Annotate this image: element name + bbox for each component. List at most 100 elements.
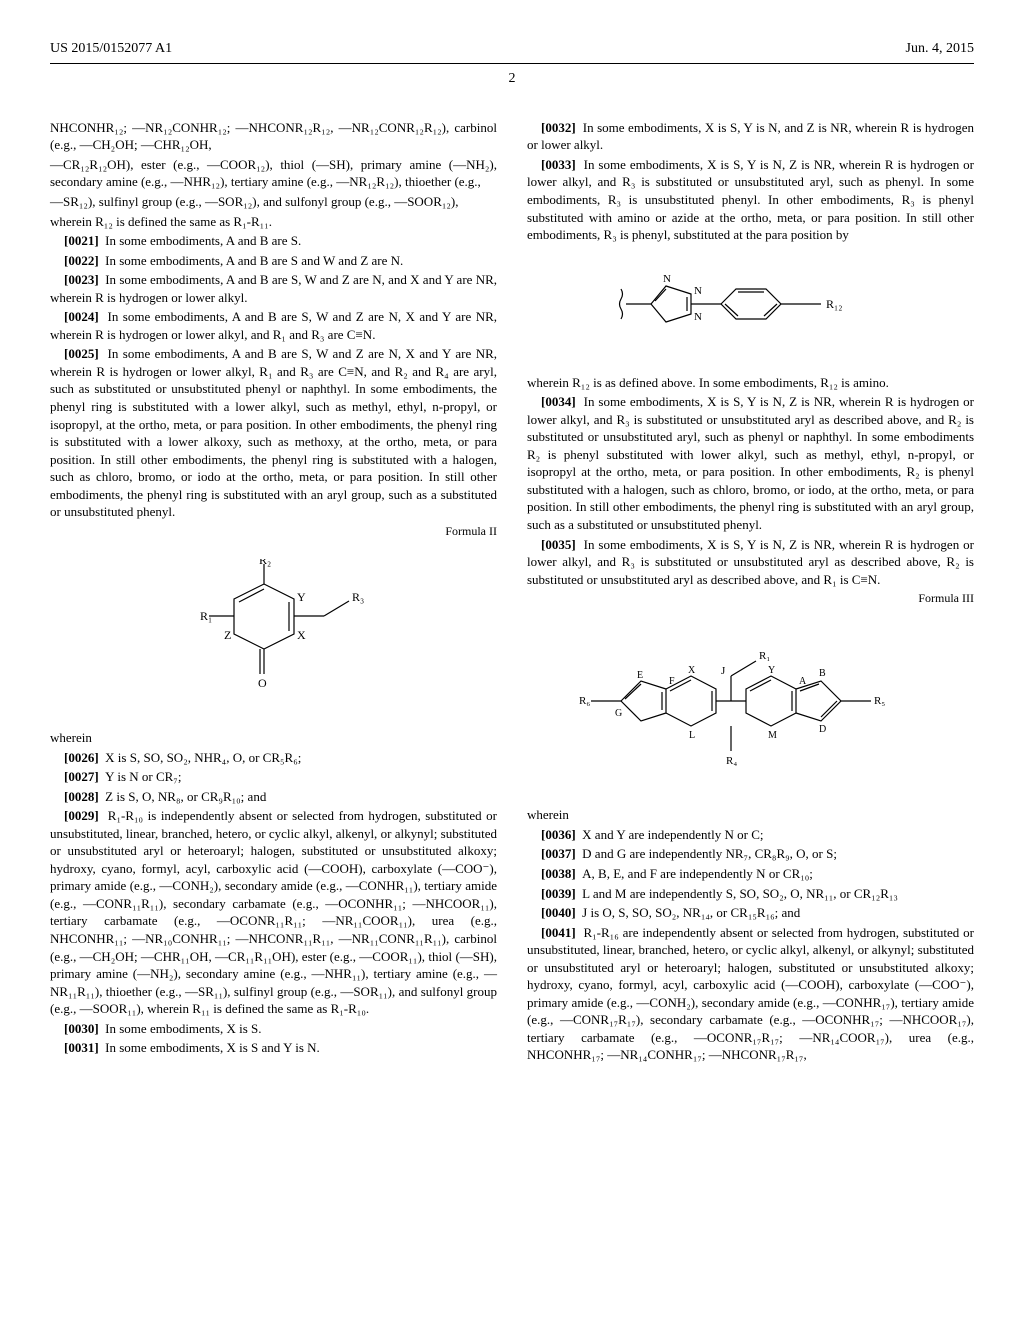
label-g: G [615,708,622,719]
paragraph-0041: [0041] R₁-R₁₆ are independently absent o… [527,924,974,1064]
triazole-svg: N N N R₁₂ [601,264,901,354]
para-text: In some embodiments, X is S, Y is N, Z i… [527,157,974,242]
paragraph-0026: [0026] X is S, SO, SO₂, NHR₄, O, or CR₅R… [50,749,497,767]
body-text: wherein R₁₂ is defined the same as R₁-R₁… [50,213,497,231]
formula-3-label: Formula III [527,590,974,606]
label-n3: N [694,311,702,323]
formula-2-svg: R₁ R₂ R₃ X Y Z O [164,559,384,709]
label-r12: R₁₂ [826,297,842,311]
paragraph-0025: [0025] In some embodiments, A and B are … [50,345,497,520]
para-text: In some embodiments, A and B are S. [105,233,301,248]
para-number: [0039] [541,886,576,901]
para-number: [0021] [64,233,99,248]
para-number: [0030] [64,1021,99,1036]
para-text: X and Y are independently N or C; [582,827,763,842]
para-number: [0028] [64,789,99,804]
para-number: [0037] [541,846,576,861]
label-x: X [688,665,696,676]
paragraph-0028: [0028] Z is S, O, NR₈, or CR₉R₁₀; and [50,788,497,806]
label-n2: N [694,285,702,297]
para-text: In some embodiments, X is S and Y is N. [105,1040,320,1055]
page-header: US 2015/0152077 A1 Jun. 4, 2015 [50,40,974,64]
para-number: [0035] [541,537,576,552]
label-y: Y [768,665,775,676]
para-text: In some embodiments, A and B are S, W an… [50,346,497,519]
formula-2-label: Formula II [50,523,497,539]
paragraph-0037: [0037] D and G are independently NR₇, CR… [527,845,974,863]
paragraph-0031: [0031] In some embodiments, X is S and Y… [50,1039,497,1057]
para-number: [0027] [64,769,99,784]
para-number: [0032] [541,120,576,135]
para-text: Z is S, O, NR₈, or CR₉R₁₀; and [105,789,266,804]
para-text: R₁-R₁₆ are independently absent or selec… [527,925,974,1063]
para-number: [0024] [64,309,99,324]
label-r2: R₂ [259,559,271,567]
label-a: A [799,676,807,687]
label-z: Z [224,628,231,642]
paragraph-0032: [0032] In some embodiments, X is S, Y is… [527,119,974,154]
para-number: [0033] [541,157,576,172]
label-j: J [721,665,726,677]
paragraph-0034: [0034] In some embodiments, X is S, Y is… [527,393,974,533]
para-text: X is S, SO, SO₂, NHR₄, O, or CR₅R₆; [105,750,301,765]
paragraph-0035: [0035] In some embodiments, X is S, Y is… [527,536,974,589]
para-number: [0040] [541,905,576,920]
label-b: B [819,668,826,679]
para-text: In some embodiments, X is S, Y is N, Z i… [527,394,974,532]
para-number: [0034] [541,394,576,409]
paragraph-0030: [0030] In some embodiments, X is S. [50,1020,497,1038]
label-f: F [669,676,675,687]
formula-3-diagram: R₆ R₅ R₁ R₄ J E F G X L Y M A B D [527,626,974,786]
label-n1: N [663,273,671,285]
label-r3: R₃ [352,590,364,604]
para-text: In some embodiments, X is S, Y is N, and… [527,120,974,153]
label-d: D [819,724,826,735]
label-o: O [258,676,267,690]
para-number: [0031] [64,1040,99,1055]
left-column: NHCONHR₁₂; —NR₁₂CONHR₁₂; —NHCONR₁₂R₁₂, —… [50,119,497,1066]
para-text: L and M are independently S, SO, SO₂, O,… [582,886,898,901]
para-text: R₁-R₁₀ is independently absent or select… [50,808,497,1016]
label-l: L [689,730,695,741]
body-text: —SR₁₂), sulfinyl group (e.g., —SOR₁₂), a… [50,193,497,211]
publication-date: Jun. 4, 2015 [906,40,974,59]
body-text: NHCONHR₁₂; —NR₁₂CONHR₁₂; —NHCONR₁₂R₁₂, —… [50,119,497,154]
paragraph-0023: [0023] In some embodiments, A and B are … [50,271,497,306]
diagram-caption: wherein R₁₂ is as defined above. In some… [527,374,974,392]
paragraph-0040: [0040] J is O, S, SO, SO₂, NR₁₄, or CR₁₅… [527,904,974,922]
formula-2-diagram: R₁ R₂ R₃ X Y Z O [50,559,497,709]
label-e: E [637,670,643,681]
label-r4: R₄ [726,755,737,767]
para-number: [0036] [541,827,576,842]
para-number: [0025] [64,346,99,361]
formula-3-svg: R₆ R₅ R₁ R₄ J E F G X L Y M A B D [571,626,931,786]
paragraph-0029: [0029] R₁-R₁₀ is independently absent or… [50,807,497,1018]
para-text: In some embodiments, A and B are S and W… [105,253,403,268]
wherein-text: wherein [527,806,974,824]
paragraph-0027: [0027] Y is N or CR₇; [50,768,497,786]
para-text: In some embodiments, A and B are S, W an… [50,272,497,305]
para-number: [0023] [64,272,99,287]
label-r1: R₁ [759,650,770,662]
paragraph-0022: [0022] In some embodiments, A and B are … [50,252,497,270]
label-r5: R₅ [874,695,885,707]
paragraph-0039: [0039] L and M are independently S, SO, … [527,885,974,903]
label-r1: R₁ [200,609,212,623]
body-text: —CR₁₂R₁₂OH), ester (e.g., —COOR₁₂), thio… [50,156,497,191]
para-text: A, B, E, and F are independently N or CR… [582,866,813,881]
para-number: [0022] [64,253,99,268]
triazole-diagram: N N N R₁₂ [527,264,974,354]
paragraph-0033: [0033] In some embodiments, X is S, Y is… [527,156,974,244]
label-x: X [297,628,306,642]
para-text: Y is N or CR₇; [105,769,181,784]
para-text: J is O, S, SO, SO₂, NR₁₄, or CR₁₅R₁₆; an… [582,905,800,920]
para-number: [0026] [64,750,99,765]
paragraph-0024: [0024] In some embodiments, A and B are … [50,308,497,343]
right-column: [0032] In some embodiments, X is S, Y is… [527,119,974,1066]
para-text: D and G are independently NR₇, CR₈R₉, O,… [582,846,837,861]
paragraph-0036: [0036] X and Y are independently N or C; [527,826,974,844]
two-column-layout: NHCONHR₁₂; —NR₁₂CONHR₁₂; —NHCONR₁₂R₁₂, —… [50,119,974,1066]
label-y: Y [297,590,306,604]
para-number: [0029] [64,808,99,823]
paragraph-0038: [0038] A, B, E, and F are independently … [527,865,974,883]
